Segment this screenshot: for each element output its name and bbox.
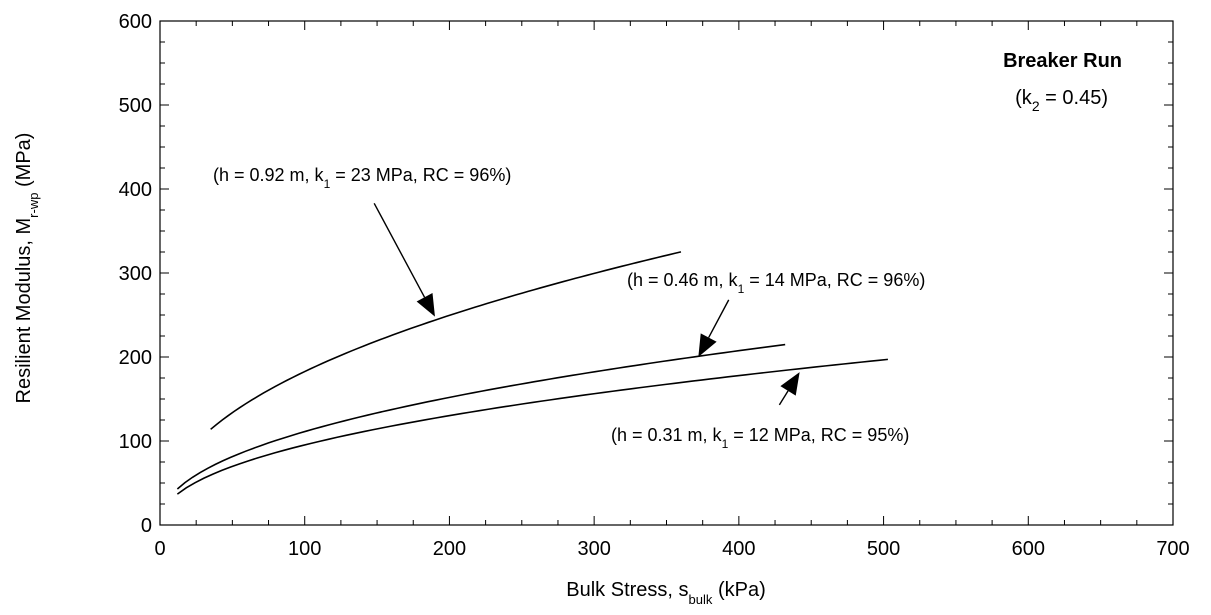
curves: [176, 251, 888, 495]
ticks: 0 100 200 300 400 500 600 700 0 100 200 300 400 500 60…: [119, 11, 1190, 560]
annotation-arrow-shaft-1: [708, 299, 730, 338]
series-line-0: [210, 251, 682, 430]
annotation-1-sub: 1: [738, 282, 745, 296]
annotation-arrow-shaft-0: [373, 202, 426, 298]
annotation-1-prefix: (h = 0.46 m, k: [627, 270, 739, 290]
y-tick-label: 0: [141, 515, 152, 537]
x-tick-label: 600: [1012, 538, 1045, 560]
y-tick-label: 100: [119, 431, 152, 453]
x-tick-label: 100: [288, 538, 321, 560]
series-line-2: [176, 358, 888, 495]
y-axis-title: Resilient Modulus, Mr-wp (MPa): [13, 133, 41, 404]
y-tick-label: 200: [119, 347, 152, 369]
chart-title: Breaker Run: [1003, 50, 1122, 72]
annotation-arrow-head-0: [416, 293, 435, 317]
x-axis-title-main: Bulk Stress, s: [566, 579, 688, 601]
y-tick-label: 300: [119, 263, 152, 285]
x-tick-label: 200: [433, 538, 466, 560]
k2-parameter-sub: 2: [1032, 98, 1040, 114]
annotation-1: (h = 0.46 m, k1 = 14 MPa, RC = 96%): [627, 270, 925, 296]
k2-parameter-prefix: (k: [1015, 87, 1033, 109]
y-tick-label: 500: [119, 95, 152, 117]
k2-parameter-value: = 0.45): [1040, 87, 1108, 109]
annotation-arrow-head-2: [780, 372, 800, 396]
annotation-0-prefix: (h = 0.92 m, k: [213, 165, 325, 185]
annotation-arrow-shaft-2: [778, 390, 789, 406]
annotation-0-sub: 1: [324, 177, 331, 191]
y-tick-label: 400: [119, 179, 152, 201]
x-axis-title-unit: (kPa): [712, 579, 765, 601]
annotation-2-sub: 1: [722, 437, 729, 451]
y-axis-title-unit: (MPa): [13, 133, 35, 193]
series-line-1: [176, 343, 786, 490]
x-tick-label: 300: [577, 538, 610, 560]
x-axis-title-sub: bulk: [689, 592, 713, 607]
arrows: [373, 202, 800, 406]
annotation-2-prefix: (h = 0.31 m, k: [611, 425, 723, 445]
annotation-0-suffix: = 23 MPa, RC = 96%): [330, 165, 511, 185]
annotation-2: (h = 0.31 m, k1 = 12 MPa, RC = 95%): [611, 425, 909, 451]
annotation-0: (h = 0.92 m, k1 = 23 MPa, RC = 96%): [213, 165, 511, 191]
y-tick-label: 600: [119, 11, 152, 33]
y-axis-title-main: Resilient Modulus, M: [13, 218, 35, 404]
annotation-arrow-head-1: [698, 333, 717, 357]
x-tick-label: 500: [867, 538, 900, 560]
k2-parameter: (k2 = 0.45): [1015, 87, 1108, 114]
x-tick-label: 700: [1156, 538, 1189, 560]
annotation-2-suffix: = 12 MPa, RC = 95%): [728, 425, 909, 445]
y-axis-title-sub: r-wp: [26, 193, 41, 218]
x-tick-label: 0: [154, 538, 165, 560]
x-axis-title: Bulk Stress, sbulk (kPa): [566, 579, 765, 607]
x-tick-label: 400: [722, 538, 755, 560]
annotation-1-suffix: = 14 MPa, RC = 96%): [744, 270, 925, 290]
